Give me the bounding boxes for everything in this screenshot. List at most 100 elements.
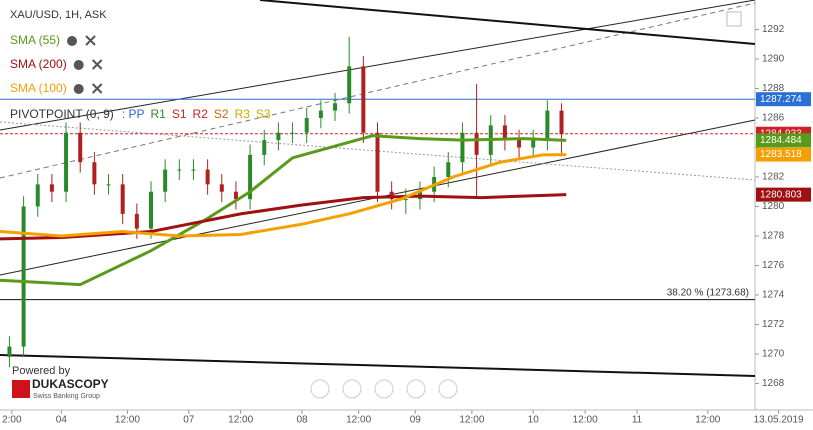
candle-body [531,140,536,148]
x-tick-label: 2:00 [2,415,22,426]
zoom-in[interactable] [406,379,426,399]
x-tick-label: 13.05.2019 [754,415,804,426]
indicator-level: S3 [256,107,271,121]
candle-body [403,199,408,201]
candle-body [460,132,465,163]
candle-body [134,213,139,229]
x-tick-label: 10 [528,415,540,426]
legend-label: SMA (200) [10,57,67,71]
indicator-level: S1 [172,107,187,121]
price-tag [756,187,811,202]
price-tag [756,147,811,162]
x-tick-label: 12:00 [459,415,484,426]
legend-label: SMA (55) [10,33,60,47]
zoom-out[interactable] [342,379,362,399]
channel-line [0,0,756,131]
candle-body [205,169,210,185]
close-icon[interactable] [85,35,96,46]
nav-right[interactable] [438,379,458,399]
fib-label: 38.20 % (1273.68) [667,287,749,298]
reset[interactable] [374,379,394,399]
y-tick-label: 1274 [762,290,785,301]
y-tick-label: 1292 [762,24,785,35]
x-tick-label: 04 [56,415,68,426]
candle-body [304,117,309,133]
chart-title: XAU/USD, 1H, ASK [10,9,107,21]
candle-body [446,162,451,177]
indicator-level: : PP [122,107,145,121]
candle-body [120,184,125,214]
candle-body [502,125,507,141]
candle-body [276,132,281,141]
candle-body [375,132,380,192]
x-tick-label: 12:00 [228,415,253,426]
indicator-level: R1 [151,107,167,121]
candle-body [7,346,12,357]
brand-name: DUKASCOPY [32,377,109,391]
x-tick-label: 11 [632,415,643,426]
candle-body [163,169,168,192]
candle-body [347,66,352,104]
settings-icon[interactable] [67,36,78,46]
price-tag-label: 1280.803 [760,189,802,200]
x-tick-label: 12:00 [115,415,140,426]
y-tick-label: 1268 [762,378,785,389]
candle-body [318,110,323,118]
channel-mid [0,2,756,179]
candle-body [49,184,54,192]
nav-left[interactable] [310,379,330,399]
candle-body [64,132,69,192]
nav-buttons [310,379,458,399]
candle-body [219,184,224,192]
price-tag-label: 1283.518 [760,149,802,160]
candle-body [177,169,182,171]
price-tag-label: 1287.274 [760,94,802,105]
x-tick-label: 12:00 [695,415,720,426]
candle-body [474,132,479,155]
trend-line [259,0,756,45]
candle-body [35,184,40,207]
indicator-level: R2 [193,107,209,121]
y-tick-label: 1282 [762,172,785,183]
candle-body [361,66,366,133]
close-icon[interactable] [91,83,103,94]
candle-body [262,140,267,155]
candle-body [233,191,238,200]
x-tick-label: 12:00 [573,415,598,426]
candle-body [333,103,338,111]
trend-line [0,354,756,377]
x-tick-label: 07 [183,415,195,426]
candle-body [545,110,550,141]
branding: Powered by DUKASCOPY Swiss Banking Group [12,365,109,400]
y-tick-label: 1286 [762,113,785,124]
indicator-level: S2 [214,107,229,121]
candle-body [559,110,564,135]
x-tick-label: 09 [410,415,422,426]
candle-body [191,169,196,171]
candle-body [517,140,522,148]
x-tick-label: 12:00 [346,415,371,426]
price-tag [756,92,811,107]
close-icon[interactable] [91,59,103,70]
y-tick-label: 1276 [762,260,785,271]
price-tag-label: 1284.484 [760,135,802,146]
logo [12,380,30,398]
powered-by: Powered by [12,365,71,377]
sma-line [0,193,567,241]
legend-label: SMA (100) [10,81,67,95]
y-tick-label: 1280 [762,201,785,212]
legend: XAU/USD, 1H, ASK SMA (55) SMA (200) SMA (1… [10,9,271,121]
settings-icon[interactable] [73,60,84,70]
settings-icon[interactable] [73,84,84,94]
brand-sub: Swiss Banking Group [33,393,100,400]
expand-button[interactable] [726,11,742,27]
sma-line [0,134,567,287]
sma-line [0,153,567,238]
y-tick-label: 1278 [762,231,785,242]
candle-body [78,132,83,163]
candle-body [21,206,26,347]
indicator-label: PIVOTPOINT (0, 9) [10,107,114,121]
candle-body [149,191,153,229]
